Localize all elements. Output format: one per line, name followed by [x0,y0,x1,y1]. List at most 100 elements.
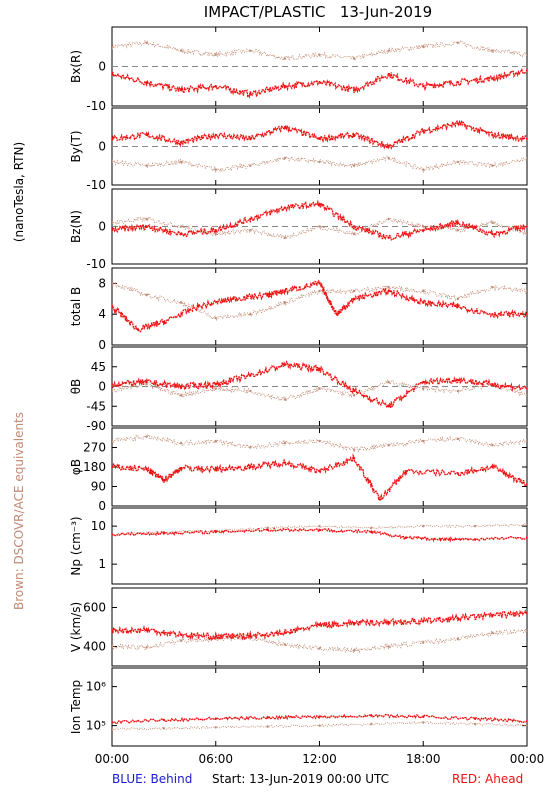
dscovr-point [525,53,527,56]
series-group [112,360,527,410]
dscovr-trace [112,433,527,453]
x-tick-label: 12:00 [302,752,337,766]
ahead-trace [112,527,526,543]
units-label: (nanoTesla, RTN) [12,142,26,242]
panel-frame [111,507,528,585]
y-axis-label: total B [69,287,83,327]
series-group [112,119,527,174]
ahead-trace [112,119,527,151]
panel-7: 10 1 Np (cm⁻³) [69,507,528,585]
dscovr-legend-label: Brown: DSCOVR/ACE equivalents [12,412,26,610]
panel-frame [111,667,528,747]
y-axis-label: Bz(N) [69,210,83,243]
dscovr-point [525,439,527,443]
y-tick-label: 0 [98,140,106,154]
panel-frame [111,587,528,667]
y-tick-label: -10 [86,257,106,271]
y-tick-label: 270 [83,441,106,455]
dscovr-trace [112,720,526,731]
y-axis-label: φB [69,459,83,475]
series-group [112,433,527,501]
dscovr-trace [112,627,527,654]
y-tick-label: 4 [98,307,106,321]
y-tick-label: 1 [98,557,106,571]
dscovr-point [112,389,114,393]
x-tick-label: 00:00 [95,752,130,766]
series-group [112,199,527,241]
y-axis-label: V (km/s) [69,602,83,652]
y-tick-label: -10 [86,178,106,192]
y-tick-label: 600 [83,601,106,615]
dscovr-point [491,49,494,52]
y-tick-label: 90 [91,480,106,494]
ahead-trace [112,360,527,410]
y-tick-label: 180 [83,460,106,474]
dscovr-point [525,394,527,397]
ahead-point [525,387,527,390]
ahead-point [145,380,148,384]
panel-1: 0 -10 Bx(R) [69,26,528,113]
ahead-trace [112,279,527,333]
dscovr-trace [112,379,527,403]
ahead-trace [112,453,527,501]
y-tick-label: 0 [98,499,106,513]
x-axis: 00:00 06:00 12:00 18:00 00:00 [95,752,545,766]
ahead-point [231,297,235,300]
dscovr-point [352,57,356,60]
dscovr-trace [112,523,526,536]
dscovr-point [283,57,287,60]
y-axis-label: θB [69,379,83,395]
footer-start-label: Start: 13-Jun-2019 00:00 UTC [212,772,390,786]
panel-frame [111,267,528,346]
y-axis-label: Bx(R) [69,50,83,83]
ahead-point [525,137,527,140]
dscovr-point [214,439,217,443]
dscovr-trace [112,215,527,241]
ahead-point [525,69,527,72]
dscovr-trace [112,155,527,174]
y-axis-label: Ion Temp [69,680,83,734]
y-axis-label: By(T) [69,130,83,162]
ahead-trace [112,713,526,725]
dscovr-point [473,524,477,528]
y-tick-label: 10 [91,519,106,533]
y-tick-label: 0 [98,380,106,394]
dscovr-point [112,439,114,443]
dscovr-point [112,221,114,224]
y-tick-label: 8 [98,276,106,290]
y-tick-label: -45 [86,399,106,413]
y-tick-label: 10⁵ [86,719,106,733]
footer-behind-label: BLUE: Behind [112,772,193,786]
dscovr-point [456,229,460,232]
dscovr-point [525,156,527,160]
y-axis-label: Np (cm⁻³) [69,516,83,575]
dscovr-point [422,641,425,644]
dscovr-trace [112,39,527,62]
ahead-trace [112,609,527,641]
panel-5: 45 0 -45 -90 θB [69,346,528,433]
series-group [112,713,527,731]
series-group [112,279,527,333]
series-group [112,39,527,99]
y-tick-label: -90 [86,419,106,433]
series-group [112,523,527,543]
x-tick-label: 18:00 [406,752,441,766]
panel-2: 0 -10 By(T) [69,107,528,192]
dscovr-point [112,160,114,164]
dscovr-point [214,232,217,236]
footer-ahead-label: RED: Ahead [452,772,524,786]
chart-title: IMPACT/PLASTIC 13-Jun-2019 [204,3,432,21]
dscovr-point [525,523,527,526]
x-tick-label: 00:00 [510,752,545,766]
panel-4: 8 4 0 total B [69,267,528,352]
ahead-trace [112,67,527,99]
series-group [112,609,527,654]
y-tick-label: -10 [86,99,106,113]
dscovr-point [112,282,114,285]
y-tick-label: 400 [83,640,106,654]
